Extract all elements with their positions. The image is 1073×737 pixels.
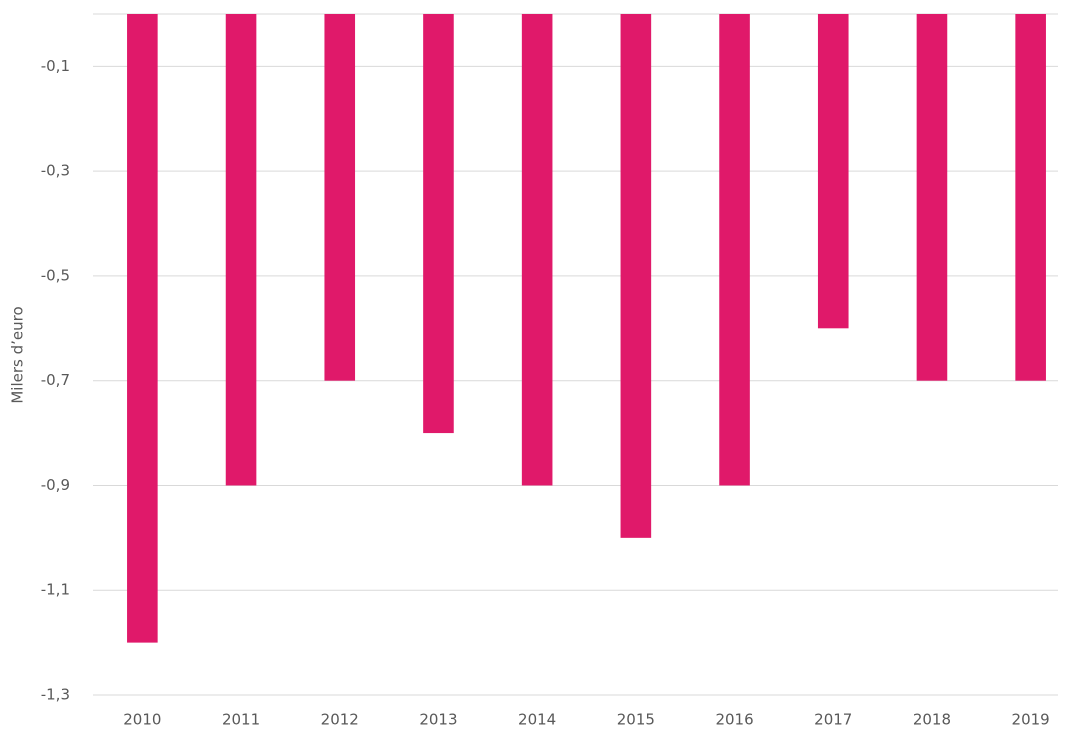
y-tick-label: -0,7	[41, 371, 70, 389]
y-tick-label: -0,1	[41, 57, 70, 75]
bar	[817, 14, 849, 329]
x-tick-label: 2019	[1012, 711, 1050, 729]
bar	[127, 14, 158, 643]
y-tick-label: -1,3	[41, 686, 70, 704]
x-tick-label: 2013	[419, 711, 457, 729]
bar	[423, 14, 454, 434]
bar	[225, 14, 257, 486]
bar	[620, 14, 652, 538]
x-tick-label: 2017	[814, 711, 852, 729]
x-tick-label: 2014	[518, 711, 556, 729]
x-tick-label: 2016	[715, 711, 753, 729]
x-tick-label: 2011	[222, 711, 260, 729]
y-tick-label: -0,5	[41, 266, 70, 284]
bar	[719, 14, 750, 486]
x-tick-label: 2015	[617, 711, 655, 729]
y-axis-label: Milers d’euro	[9, 306, 27, 403]
bar	[521, 14, 553, 486]
x-tick-label: 2018	[913, 711, 951, 729]
y-tick-label: -0,3	[41, 162, 70, 180]
bar	[1015, 14, 1046, 381]
bar	[916, 14, 948, 381]
x-tick-label: 2010	[123, 711, 161, 729]
x-tick-label: 2012	[321, 711, 359, 729]
bar	[324, 14, 356, 381]
y-tick-label: -0,9	[41, 476, 70, 494]
y-tick-label: -1,1	[41, 581, 70, 599]
